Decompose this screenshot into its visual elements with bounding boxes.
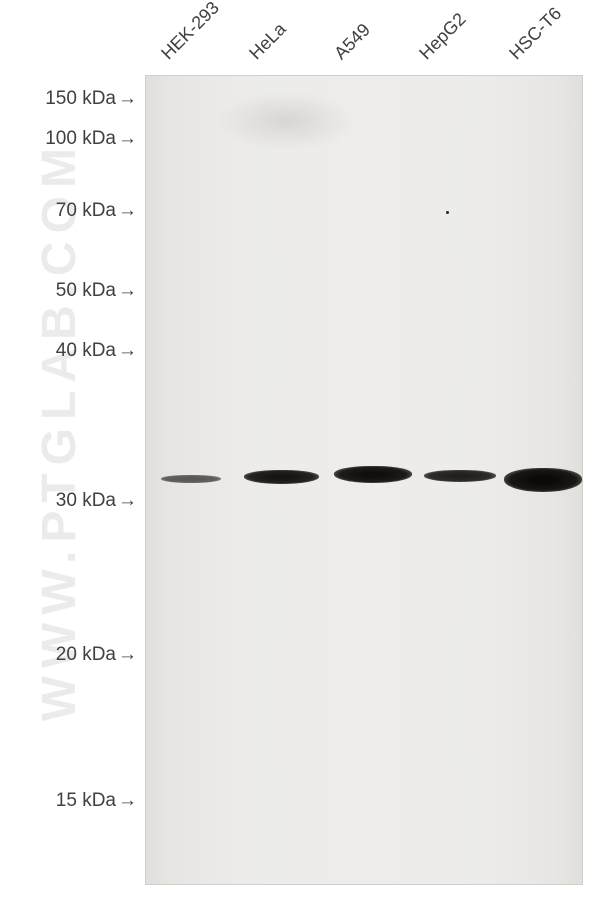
arrow-icon: → — [118, 340, 137, 362]
protein-band — [424, 470, 496, 482]
smudge — [216, 91, 356, 151]
marker-label: 70 kDa→ — [56, 200, 137, 222]
protein-band — [334, 466, 412, 483]
lane-label: HeLa — [245, 19, 290, 64]
marker-label: 150 kDa→ — [45, 88, 137, 110]
blot-membrane — [145, 75, 583, 885]
protein-band — [504, 468, 582, 492]
protein-band — [161, 475, 221, 483]
speck — [446, 211, 449, 214]
marker-label: 20 kDa→ — [56, 644, 137, 666]
marker-label: 15 kDa→ — [56, 790, 137, 812]
blot-container: WWW.PTGLAB.COM HEK-293HeLaA549HepG2HSC-T… — [0, 0, 599, 897]
marker-label: 30 kDa→ — [56, 490, 137, 512]
protein-band — [244, 470, 319, 484]
lane-label: A549 — [330, 19, 375, 64]
arrow-icon: → — [118, 200, 137, 222]
marker-label: 100 kDa→ — [45, 128, 137, 150]
lane-labels-row: HEK-293 HeLa A549 HepG2 HSC-T6 — [145, 0, 589, 70]
lane-label: HSC-T6 — [505, 3, 566, 64]
arrow-icon: → — [118, 280, 137, 302]
lane-label: HEK-293 — [157, 0, 224, 64]
arrow-icon: → — [118, 128, 137, 150]
arrow-icon: → — [118, 490, 137, 512]
arrow-icon: → — [118, 790, 137, 812]
arrow-icon: → — [118, 644, 137, 666]
lane-label: HepG2 — [415, 9, 470, 64]
marker-label: 40 kDa→ — [56, 340, 137, 362]
arrow-icon: → — [118, 88, 137, 110]
marker-label: 50 kDa→ — [56, 280, 137, 302]
marker-labels-col: 150 kDa→ 100 kDa→ 70 kDa→ 50 kDa→ 40 kDa→ 30 … — [0, 70, 145, 890]
